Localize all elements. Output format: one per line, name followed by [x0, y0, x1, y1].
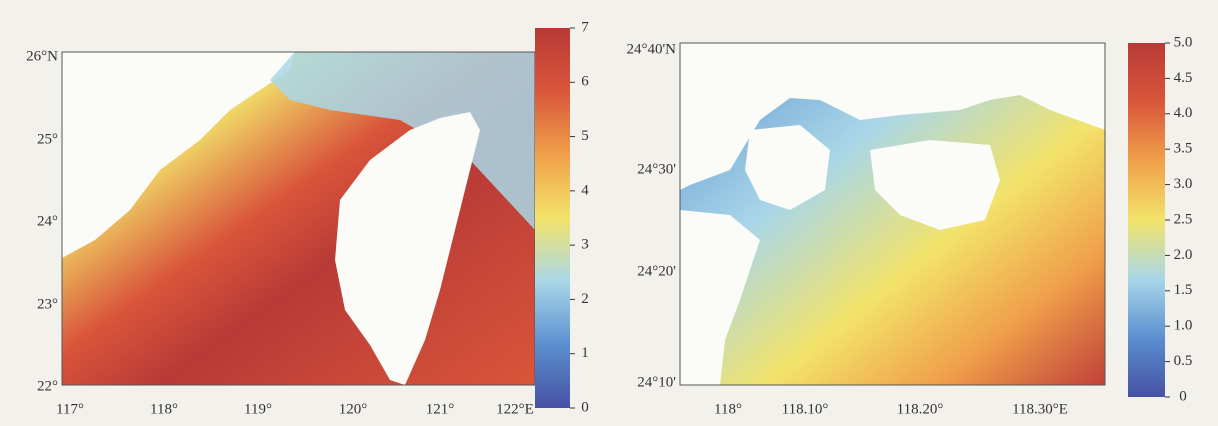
mainland-south [680, 210, 760, 385]
x-tick-label: 120° [339, 401, 368, 417]
strait-north [270, 52, 535, 230]
colorbar-tick-label: 6 [581, 74, 589, 90]
colorbar-tick-label: 4.0 [1174, 105, 1193, 121]
y-tick-label: 24°30' [637, 161, 676, 177]
y-tick-label: 22° [37, 378, 58, 394]
kinmen-island [870, 140, 1000, 230]
colorbar-tick-label: 3 [581, 237, 589, 253]
right-map [679, 42, 1106, 386]
x-tick-label: 118.10° [782, 401, 829, 417]
colorbar-tick-label: 5 [581, 128, 589, 144]
y-tick-label: 24°20' [637, 263, 676, 279]
x-tick-label: 117° [56, 401, 84, 417]
colorbar-tick-label: 2.5 [1174, 211, 1193, 227]
colorbar-tick-label: 3.5 [1174, 141, 1193, 157]
y-tick-label: 23° [37, 296, 58, 312]
colorbar-tick-label: 3.0 [1174, 176, 1193, 192]
y-tick-label: 26°N [26, 48, 58, 64]
x-tick-label: 118.30°E [1012, 401, 1068, 417]
x-tick-label: 118.20° [897, 401, 944, 417]
x-tick-label: 118° [150, 401, 178, 417]
colorbar [535, 28, 570, 408]
colorbar-tick-label: 1.5 [1174, 282, 1193, 298]
x-tick-label: 119° [244, 401, 272, 417]
colorbar-tick-label: 1.0 [1174, 318, 1193, 334]
colorbar-tick-label: 0.5 [1174, 353, 1193, 369]
y-tick-label: 25° [37, 131, 58, 147]
colorbar [1128, 43, 1165, 397]
colorbar-tick-label: 7 [581, 19, 589, 35]
colorbar-tick-label: 4.5 [1174, 70, 1193, 86]
right-frame [679, 42, 1106, 386]
x-tick-label: 118° [714, 401, 742, 417]
colorbar-tick-label: 0 [1179, 388, 1187, 404]
y-tick-label: 24°40'N [626, 41, 676, 57]
mainland [62, 52, 295, 258]
left-map [61, 51, 536, 386]
x-tick-label: 122°E [496, 401, 534, 417]
y-tick-label: 24°10' [637, 374, 676, 390]
xiamen-island [745, 125, 830, 210]
colorbar-tick-label: 0 [581, 399, 589, 415]
colorbar-tick-label: 2.0 [1174, 247, 1193, 263]
x-tick-label: 121° [426, 401, 455, 417]
colorbar-tick-label: 4 [581, 182, 589, 198]
taiwan [335, 112, 480, 385]
colorbar-tick-label: 5.0 [1174, 34, 1193, 50]
colorbar-tick-label: 1 [581, 345, 589, 361]
mainland-north [680, 43, 1105, 190]
y-tick-label: 24° [37, 213, 58, 229]
colorbar-tick-label: 2 [581, 291, 589, 307]
